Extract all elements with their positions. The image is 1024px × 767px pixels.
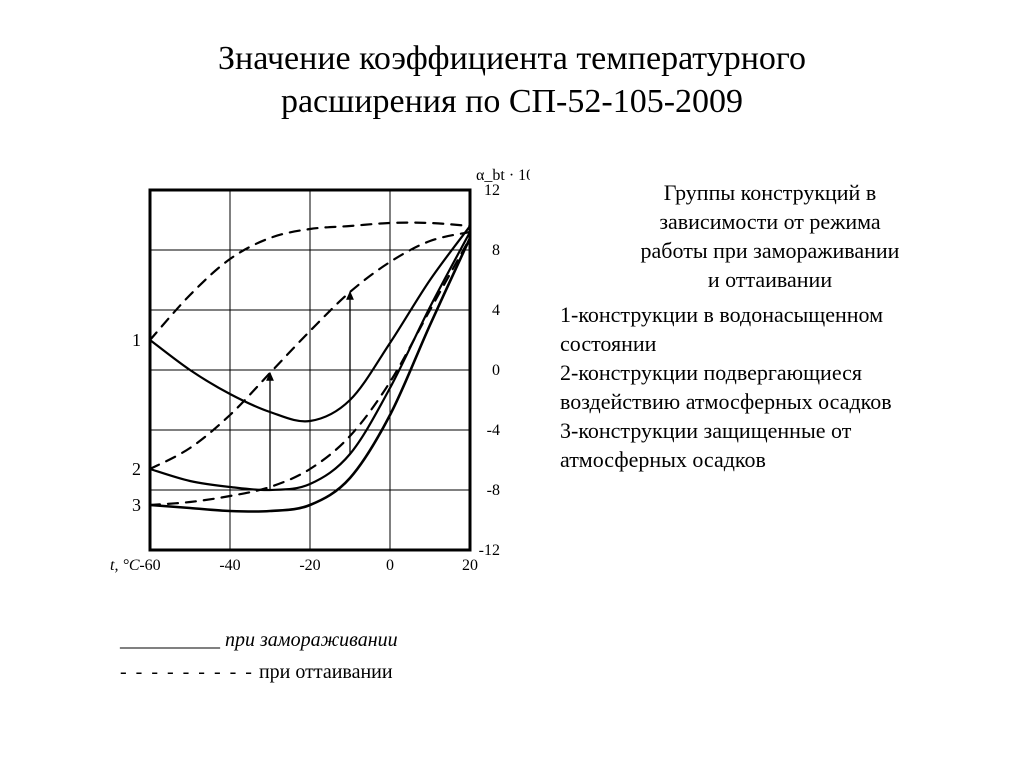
title-line-1: Значение коэффициента температурного [218, 40, 806, 77]
legend-dash: - - - - - - - - - при оттаивании [120, 656, 398, 688]
svg-text:2: 2 [132, 459, 141, 479]
legend-solid-line: __________ [120, 629, 220, 651]
svg-text:0: 0 [492, 362, 500, 379]
title-line-2: расширения по СП-52-105-2009 [281, 83, 743, 120]
side-item-1: 1-конструкции в водонасыщенном состоянии [560, 300, 980, 358]
svg-text:-40: -40 [219, 557, 240, 574]
svg-text:-12: -12 [479, 542, 500, 559]
slide-title: Значение коэффициента температурного рас… [0, 38, 1024, 123]
chart-container: -60-40-20020-12-8-404812t, °Cα_bt · 10⁻⁶… [90, 160, 530, 590]
svg-text:α_bt · 10⁻⁶/°C: α_bt · 10⁻⁶/°C [476, 167, 530, 184]
svg-text:-4: -4 [487, 422, 500, 439]
svg-text:8: 8 [492, 242, 500, 259]
svg-text:20: 20 [462, 557, 478, 574]
legend-dash-line: - - - - - - - - - [120, 661, 254, 683]
svg-text:12: 12 [484, 182, 500, 199]
side-heading: Группы конструкций в зависимости от режи… [560, 178, 980, 294]
side-item-3: 3-конструкции защищенные от атмосферных … [560, 416, 980, 474]
svg-text:1: 1 [132, 330, 141, 350]
svg-text:-8: -8 [487, 482, 500, 499]
svg-text:0: 0 [386, 557, 394, 574]
svg-text:t, °C: t, °C [110, 557, 140, 574]
svg-text:3: 3 [132, 495, 141, 515]
legend-solid-text: при замораживании [225, 629, 398, 651]
legend-solid: __________ при замораживании [120, 624, 398, 656]
side-text: Группы конструкций в зависимости от режи… [560, 178, 980, 474]
legend-dash-text: при оттаивании [259, 661, 393, 683]
chart-legend: __________ при замораживании - - - - - -… [120, 624, 398, 688]
svg-text:-20: -20 [299, 557, 320, 574]
svg-text:4: 4 [492, 302, 500, 319]
side-item-2: 2-конструкции подвергающиеся воздействию… [560, 358, 980, 416]
svg-text:-60: -60 [139, 557, 160, 574]
thermal-expansion-chart: -60-40-20020-12-8-404812t, °Cα_bt · 10⁻⁶… [90, 160, 530, 590]
